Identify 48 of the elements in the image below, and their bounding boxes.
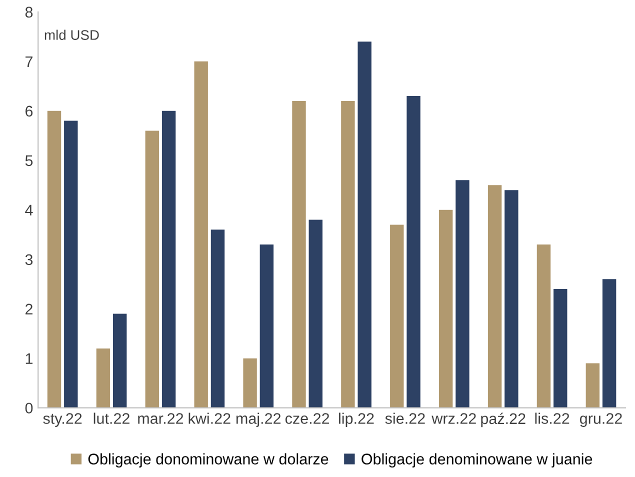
y-tick-label: 0 <box>25 402 33 414</box>
x-tick-label: sie.22 <box>385 412 425 424</box>
x-tick-label: wrz.22 <box>432 413 476 424</box>
legend-label: Obligacje donominowane w dolarze <box>88 453 328 468</box>
y-tick-label: 6 <box>26 106 33 117</box>
y-tick-label: 8 <box>25 6 33 18</box>
bar <box>586 363 600 408</box>
bar <box>64 120 78 408</box>
legend-label: Obligacje denominowane w juanie <box>362 453 592 468</box>
bar <box>341 101 355 408</box>
bar <box>488 185 502 408</box>
bar <box>438 210 453 408</box>
bar <box>504 190 518 408</box>
bar <box>210 230 225 408</box>
bar <box>162 110 176 408</box>
x-tick-label: lut.22 <box>94 412 130 424</box>
bar <box>456 180 470 408</box>
bar <box>243 358 257 408</box>
x-tick-label: cze.22 <box>285 413 330 424</box>
bar <box>292 101 306 408</box>
bar <box>358 42 372 408</box>
bar <box>112 314 127 408</box>
y-tick-label: 7 <box>26 56 32 67</box>
x-tick-label: lis.22 <box>535 412 570 424</box>
bar <box>260 244 274 408</box>
x-tick-label: kwi.22 <box>188 412 230 424</box>
x-tick-label: mar.22 <box>138 413 184 424</box>
x-tick-label: paź.22 <box>481 412 526 428</box>
bar <box>390 224 404 408</box>
bar <box>96 348 110 408</box>
y-tick-label: 5 <box>25 155 33 166</box>
bar <box>47 110 62 408</box>
y-tick-label: 3 <box>25 254 33 266</box>
y-tick-label: 4 <box>25 204 33 216</box>
bar <box>536 244 551 408</box>
x-tick-label: maj.22 <box>236 412 281 427</box>
bar <box>145 130 159 408</box>
y-axis-title: mld USD <box>44 30 99 40</box>
bar <box>554 289 568 408</box>
bar <box>308 220 322 408</box>
x-tick-label: lip.22 <box>339 412 374 427</box>
bar <box>406 96 420 408</box>
bar <box>602 279 616 408</box>
x-tick-label: gru.22 <box>580 413 622 427</box>
y-tick-label: 2 <box>26 304 32 314</box>
x-tick-label: sty.22 <box>43 413 82 427</box>
bar <box>194 61 208 408</box>
y-tick-label: 1 <box>26 353 32 364</box>
